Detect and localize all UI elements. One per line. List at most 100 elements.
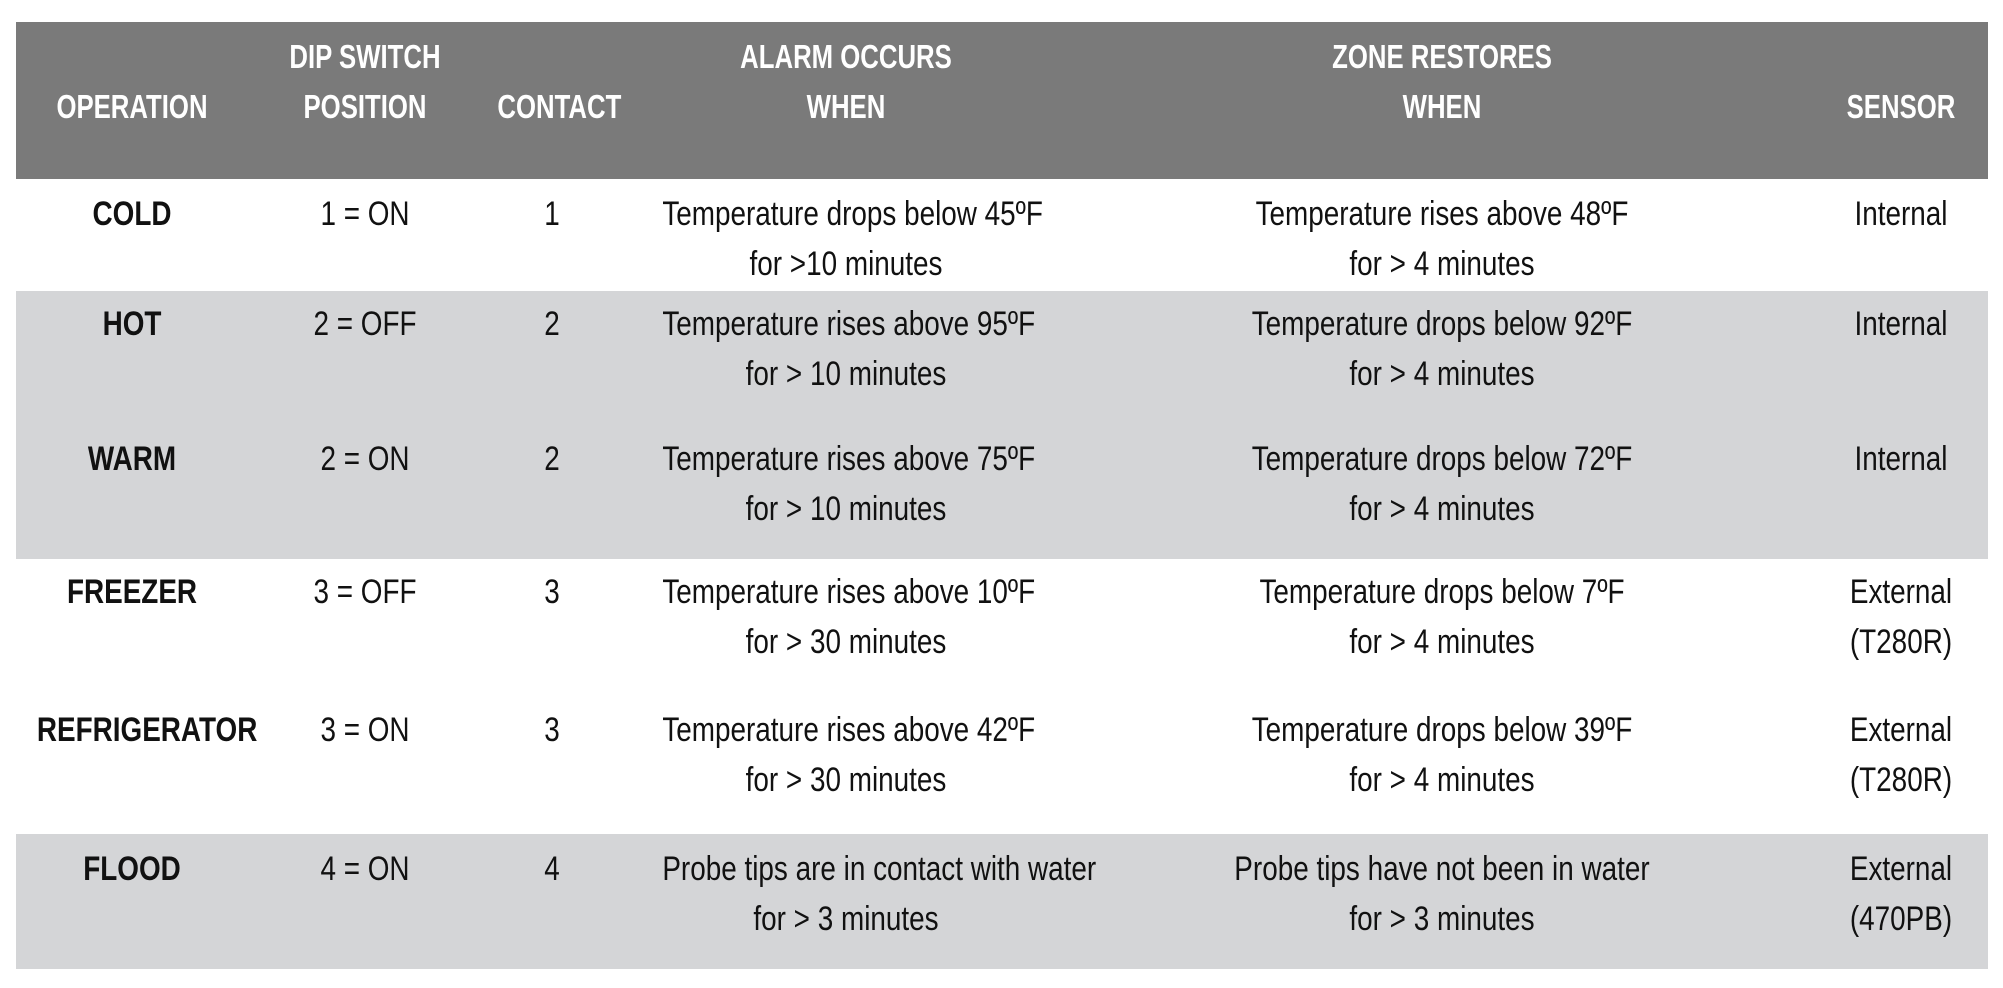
sensor-line: Internal — [1854, 195, 1948, 233]
restore-line: for > 4 minutes — [1349, 761, 1535, 799]
table-header: OPERATION DIP SWITCH POSITION CONTACT AL… — [16, 22, 1988, 179]
table-row: FLOOD 4 = ON 4 Probe tips are in contact… — [16, 844, 1988, 964]
dip-position-cell: 1 = ON — [320, 195, 410, 233]
band-white: COLD 1 = ON 1 Temperature drops below 45… — [16, 179, 1988, 291]
header-line: CONTACT — [497, 88, 622, 125]
sensor-cell: Internal — [1830, 189, 1973, 289]
restore-line: Temperature drops below 72ºF — [1251, 440, 1633, 478]
alarm-line: Temperature rises above 75ºF — [662, 440, 1036, 478]
table-row: WARM 2 = ON 2 Temperature rises above 75… — [16, 434, 1988, 554]
sensor-line: (T280R) — [1849, 623, 1953, 661]
operation-cell: COLD — [92, 195, 172, 233]
header-alarm-occurs-when: ALARM OCCURS WHEN — [671, 22, 1020, 132]
alarm-line: Temperature rises above 95ºF — [662, 305, 1036, 343]
alarm-line: Probe tips are in contact with water — [662, 850, 1097, 888]
header-line: DIP SWITCH — [289, 38, 441, 75]
header-line — [497, 32, 606, 82]
alarm-cell: Probe tips are in contact with water for… — [662, 844, 1097, 944]
alarm-cell: Temperature rises above 75ºF for > 10 mi… — [662, 434, 1036, 534]
header-line — [42, 32, 223, 82]
alarm-line: for > 3 minutes — [753, 900, 939, 938]
header-line: SENSOR — [1846, 88, 1956, 125]
alarm-line: for > 30 minutes — [745, 761, 947, 799]
header-zone-restores-when: ZONE RESTORES WHEN — [1152, 22, 1732, 132]
contact-cell: 3 — [544, 711, 560, 749]
operation-cell: WARM — [87, 440, 177, 478]
sensor-line: External — [1849, 850, 1953, 888]
restore-line: for > 4 minutes — [1349, 623, 1535, 661]
band-grey: FLOOD 4 = ON 4 Probe tips are in contact… — [16, 834, 1988, 969]
sensor-line: Internal — [1854, 440, 1948, 478]
header-line: WHEN — [806, 88, 886, 125]
operation-cell: FLOOD — [83, 850, 181, 888]
restore-line: for > 4 minutes — [1349, 490, 1535, 528]
sensor-line: (T280R) — [1849, 761, 1953, 799]
sensor-line: External — [1849, 711, 1953, 749]
restore-line: for > 4 minutes — [1349, 245, 1535, 283]
header-line: WHEN — [1402, 88, 1482, 125]
contact-cell: 2 — [544, 440, 560, 478]
dip-switch-operation-table: OPERATION DIP SWITCH POSITION CONTACT AL… — [16, 22, 1988, 969]
alarm-line: Temperature drops below 45ºF — [662, 195, 1043, 233]
sensor-cell: Internal — [1830, 434, 1973, 534]
dip-position-cell: 4 = ON — [320, 850, 410, 888]
header-contact: CONTACT — [497, 22, 622, 132]
alarm-line: Temperature rises above 42ºF — [662, 711, 1036, 749]
header-line: POSITION — [303, 88, 427, 125]
contact-cell: 4 — [544, 850, 560, 888]
sensor-line — [1830, 349, 1973, 399]
restore-line: Temperature drops below 39ºF — [1251, 711, 1633, 749]
contact-cell: 2 — [544, 305, 560, 343]
header-line: ZONE RESTORES — [1332, 38, 1552, 75]
restore-cell: Temperature drops below 92ºF for > 4 min… — [1137, 299, 1747, 399]
header-line: ALARM OCCURS — [740, 38, 952, 75]
restore-cell: Probe tips have not been in water for > … — [1137, 844, 1747, 944]
alarm-line: Temperature rises above 10ºF — [662, 573, 1036, 611]
alarm-cell: Temperature rises above 10ºF for > 30 mi… — [662, 567, 1036, 667]
dip-position-cell: 3 = ON — [320, 711, 410, 749]
band-grey: HOT 2 = OFF 2 Temperature rises above 95… — [16, 291, 1988, 559]
sensor-line — [1830, 239, 1973, 289]
alarm-line: for > 10 minutes — [745, 355, 947, 393]
header-sensor: SENSOR — [1833, 22, 1969, 132]
alarm-cell: Temperature rises above 42ºF for > 30 mi… — [662, 705, 1036, 805]
sensor-line: External — [1849, 573, 1953, 611]
dip-position-cell: 3 = OFF — [313, 573, 417, 611]
alarm-cell: Temperature rises above 95ºF for > 10 mi… — [662, 299, 1036, 399]
sensor-line: (470PB) — [1849, 900, 1953, 938]
contact-cell: 1 — [544, 195, 560, 233]
operation-cell: HOT — [102, 305, 162, 343]
header-line — [1833, 32, 1969, 82]
sensor-cell: External (T280R) — [1830, 567, 1973, 667]
sensor-cell: External (470PB) — [1830, 844, 1973, 944]
alarm-line: for >10 minutes — [749, 245, 943, 283]
alarm-line: for > 10 minutes — [745, 490, 947, 528]
alarm-line: for > 30 minutes — [745, 623, 947, 661]
restore-line: for > 4 minutes — [1349, 355, 1535, 393]
operation-cell: FREEZER — [66, 573, 198, 611]
sensor-cell: Internal — [1830, 299, 1973, 399]
dip-position-cell: 2 = ON — [320, 440, 410, 478]
restore-cell: Temperature drops below 7ºF for > 4 minu… — [1137, 567, 1747, 667]
restore-line: Temperature drops below 92ºF — [1251, 305, 1633, 343]
sensor-line — [1830, 484, 1973, 534]
table-row: FREEZER 3 = OFF 3 Temperature rises abov… — [16, 567, 1988, 705]
band-white: FREEZER 3 = OFF 3 Temperature rises abov… — [16, 559, 1988, 834]
sensor-cell: External (T280R) — [1830, 705, 1973, 805]
header-operation: OPERATION — [42, 22, 223, 132]
table-row: REFRIGERATOR 3 = ON 3 Temperature rises … — [16, 705, 1988, 830]
restore-line: for > 3 minutes — [1349, 900, 1535, 938]
sensor-line: Internal — [1854, 305, 1948, 343]
alarm-cell: Temperature drops below 45ºF for >10 min… — [662, 189, 1043, 289]
contact-cell: 3 — [544, 573, 560, 611]
restore-line: Temperature rises above 48ºF — [1255, 195, 1629, 233]
header-dip-switch-position: DIP SWITCH POSITION — [274, 22, 457, 132]
header-line: OPERATION — [56, 88, 208, 125]
restore-cell: Temperature drops below 39ºF for > 4 min… — [1137, 705, 1747, 805]
table-row: COLD 1 = ON 1 Temperature drops below 45… — [16, 189, 1988, 289]
restore-line: Temperature drops below 7ºF — [1259, 573, 1625, 611]
restore-cell: Temperature rises above 48ºF for > 4 min… — [1137, 189, 1747, 289]
operation-cell: REFRIGERATOR — [36, 711, 258, 749]
restore-cell: Temperature drops below 72ºF for > 4 min… — [1137, 434, 1747, 534]
table-row: HOT 2 = OFF 2 Temperature rises above 95… — [16, 299, 1988, 434]
